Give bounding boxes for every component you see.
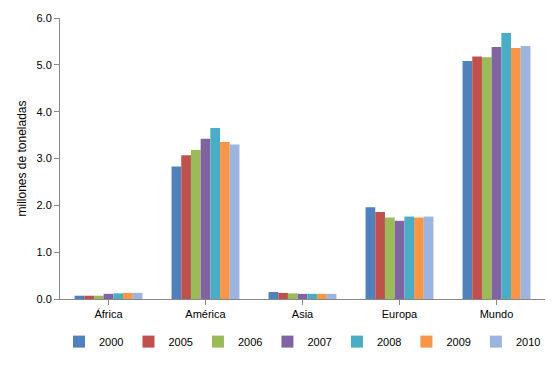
svg-text:millones de toneladas: millones de toneladas — [15, 100, 29, 216]
svg-text:2009: 2009 — [446, 336, 470, 348]
svg-text:4.0: 4.0 — [37, 106, 52, 118]
svg-text:2010: 2010 — [516, 336, 540, 348]
svg-text:3.0: 3.0 — [37, 152, 52, 164]
svg-text:Mundo: Mundo — [480, 308, 514, 320]
svg-text:Europa: Europa — [382, 308, 418, 320]
svg-text:2000: 2000 — [99, 336, 123, 348]
svg-text:África: África — [94, 308, 123, 320]
svg-text:Asia: Asia — [292, 308, 314, 320]
svg-text:América: América — [185, 308, 226, 320]
svg-text:2007: 2007 — [307, 336, 331, 348]
svg-text:2005: 2005 — [168, 336, 192, 348]
svg-text:2.0: 2.0 — [37, 199, 52, 211]
svg-text:6.0: 6.0 — [37, 12, 52, 24]
svg-text:0.0: 0.0 — [37, 293, 52, 305]
svg-text:1.0: 1.0 — [37, 246, 52, 258]
svg-text:2006: 2006 — [238, 336, 262, 348]
svg-text:5.0: 5.0 — [37, 59, 52, 71]
svg-text:2008: 2008 — [377, 336, 401, 348]
